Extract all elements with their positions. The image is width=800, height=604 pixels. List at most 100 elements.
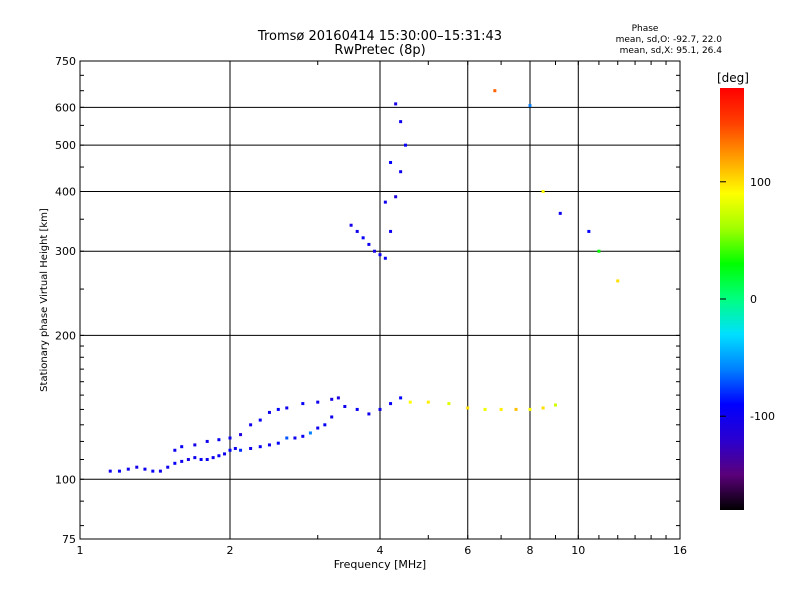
phase-stats-o: mean, sd,O: -92.7, 22.0 <box>616 35 723 45</box>
data-point <box>373 249 377 253</box>
data-point <box>528 407 532 411</box>
data-points <box>108 89 620 473</box>
data-point <box>173 461 177 465</box>
data-point <box>383 256 387 260</box>
data-point <box>466 406 470 410</box>
data-point <box>343 404 347 408</box>
x-axis-label: Frequency [MHz] <box>334 558 426 571</box>
y-tick-label: 600 <box>55 101 76 114</box>
data-point <box>316 400 320 404</box>
data-point <box>361 236 365 240</box>
data-point <box>267 410 271 414</box>
data-point <box>597 249 601 253</box>
data-point <box>239 433 243 437</box>
data-point <box>394 195 398 199</box>
x-tick-label: 6 <box>464 544 471 557</box>
data-point <box>383 200 387 204</box>
data-point <box>239 448 243 452</box>
data-point <box>493 89 497 93</box>
data-point <box>378 253 382 257</box>
data-point <box>293 436 297 440</box>
data-point <box>205 457 209 461</box>
data-point <box>143 467 147 471</box>
data-point <box>541 189 545 193</box>
data-point <box>117 469 121 473</box>
y-axis-label: Stationary phase Virtual Height [km] <box>39 208 50 392</box>
data-point <box>223 452 227 456</box>
data-point <box>389 160 393 164</box>
data-point <box>276 407 280 411</box>
data-point <box>193 456 197 460</box>
data-point <box>173 448 177 452</box>
data-point <box>378 407 382 411</box>
data-point <box>553 403 557 407</box>
grid-lines <box>80 61 680 539</box>
y-tick-label: 100 <box>55 473 76 486</box>
data-point <box>514 407 518 411</box>
colorbar-tick-label: 100 <box>750 176 771 189</box>
data-point <box>330 397 334 401</box>
data-point <box>217 454 221 458</box>
x-tick-label: 2 <box>227 544 234 557</box>
y-tick-label: 750 <box>55 55 76 68</box>
data-point <box>180 445 184 449</box>
data-point <box>180 459 184 463</box>
data-point <box>323 423 327 427</box>
data-point <box>447 402 451 406</box>
data-point <box>587 229 591 233</box>
data-point <box>166 465 170 469</box>
data-point <box>258 445 262 449</box>
data-point <box>394 102 398 106</box>
data-point <box>211 456 215 460</box>
colorbar-tick-label: -100 <box>750 410 775 423</box>
data-point <box>217 438 221 442</box>
data-point <box>276 441 280 445</box>
data-point <box>186 457 190 461</box>
data-point <box>249 423 253 427</box>
data-point <box>308 431 312 435</box>
x-tick-label: 16 <box>673 544 687 557</box>
data-point <box>301 402 305 406</box>
data-point <box>403 143 407 147</box>
data-point <box>285 406 289 410</box>
data-point <box>408 400 412 404</box>
colorbar-unit-label: [deg] <box>717 71 749 85</box>
data-point <box>316 426 320 430</box>
data-point <box>249 446 253 450</box>
data-point <box>355 229 359 233</box>
chart-title-line1: Tromsø 20160414 15:30:00–15:31:43 <box>257 29 502 44</box>
data-point <box>336 396 340 400</box>
phase-header: Phase <box>632 24 659 34</box>
data-point <box>399 170 403 174</box>
y-tick-label: 400 <box>55 185 76 198</box>
data-point <box>528 104 532 108</box>
axis-ticks: 1 2 4 6 8 10 16 75 100 200 300 400 500 600 750 <box>55 55 687 557</box>
y-tick-label: 75 <box>62 533 76 546</box>
data-point <box>158 469 162 473</box>
data-point <box>233 446 237 450</box>
y-tick-label: 300 <box>55 245 76 258</box>
data-point <box>541 406 545 410</box>
data-point <box>267 443 271 447</box>
data-point <box>151 469 155 473</box>
data-point <box>135 465 139 469</box>
colorbar-tick-label: 0 <box>750 293 757 306</box>
data-point <box>389 229 393 233</box>
data-point <box>367 242 371 246</box>
x-tick-label: 8 <box>527 544 534 557</box>
data-point <box>108 469 112 473</box>
data-point <box>228 448 232 452</box>
phase-stats-x: mean, sd,X: 95.1, 26.4 <box>620 46 723 56</box>
data-point <box>126 467 130 471</box>
data-point <box>389 402 393 406</box>
data-point <box>355 407 359 411</box>
data-point <box>349 223 353 227</box>
data-point <box>205 439 209 443</box>
x-tick-label: 10 <box>571 544 585 557</box>
data-point <box>301 434 305 438</box>
data-point <box>199 457 203 461</box>
data-point <box>399 396 403 400</box>
x-tick-label: 4 <box>377 544 384 557</box>
